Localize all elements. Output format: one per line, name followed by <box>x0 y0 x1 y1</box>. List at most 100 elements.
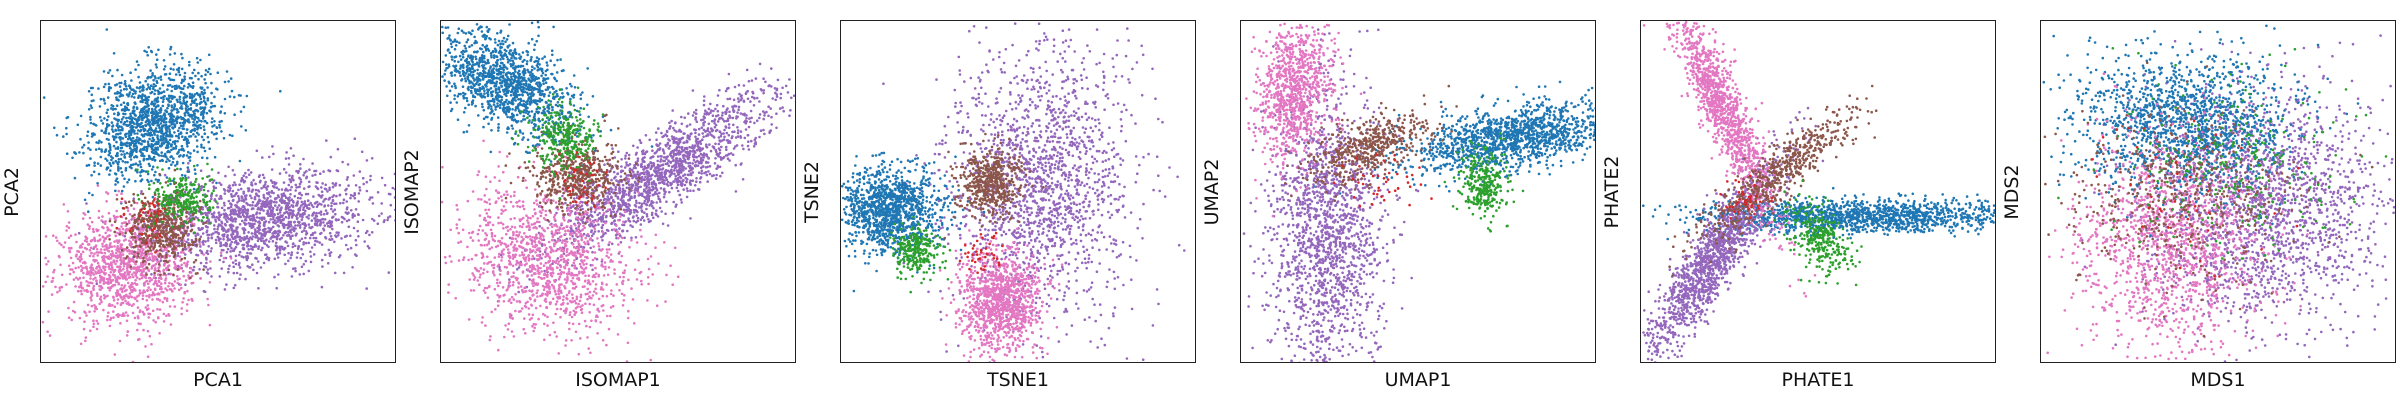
data-point <box>89 246 93 250</box>
data-point <box>88 216 92 220</box>
data-point <box>301 215 304 219</box>
data-point <box>302 263 306 266</box>
data-point <box>245 241 248 244</box>
data-point <box>142 157 146 161</box>
data-point <box>188 159 192 162</box>
data-point <box>110 121 114 124</box>
data-point <box>126 330 129 333</box>
data-point <box>306 192 310 196</box>
data-point <box>161 168 164 171</box>
data-point <box>220 248 224 252</box>
data-point <box>202 265 206 268</box>
data-point <box>206 97 210 100</box>
data-point <box>215 181 218 185</box>
data-point <box>171 114 174 117</box>
data-point <box>151 298 154 301</box>
data-point <box>289 193 292 196</box>
data-point <box>110 223 114 227</box>
data-point <box>152 255 156 258</box>
data-point <box>207 245 210 248</box>
data-point <box>310 219 314 222</box>
series-cluster-3 <box>41 184 233 362</box>
data-point <box>148 132 152 136</box>
data-point <box>342 271 346 275</box>
data-point <box>198 93 202 96</box>
data-point <box>213 227 216 231</box>
data-point <box>180 263 183 267</box>
data-point <box>279 214 283 217</box>
data-point <box>151 122 154 125</box>
data-point <box>205 156 209 160</box>
data-point <box>132 197 136 200</box>
data-point <box>269 179 273 182</box>
data-point <box>319 218 322 222</box>
data-point <box>242 247 246 251</box>
data-point <box>121 253 125 256</box>
data-point <box>108 69 112 72</box>
data-point <box>123 82 127 85</box>
data-point <box>57 254 61 258</box>
data-point <box>150 179 153 183</box>
data-point <box>165 229 168 232</box>
data-point <box>121 298 124 301</box>
data-point <box>169 182 172 186</box>
data-point <box>191 243 194 247</box>
data-point <box>135 267 139 270</box>
data-point <box>301 253 305 256</box>
data-point <box>97 147 101 151</box>
data-point <box>253 197 257 201</box>
data-point <box>164 126 167 129</box>
data-point <box>229 218 233 222</box>
data-point <box>256 230 259 233</box>
data-point <box>67 264 71 268</box>
data-point <box>166 88 169 91</box>
data-point <box>133 142 136 146</box>
data-point <box>184 119 187 122</box>
data-point <box>155 53 158 56</box>
data-point <box>87 271 91 275</box>
data-point <box>122 122 125 126</box>
data-point <box>144 170 148 173</box>
data-point <box>276 256 280 259</box>
data-point <box>95 327 99 331</box>
data-point <box>227 199 231 203</box>
data-point <box>189 200 192 204</box>
data-point <box>147 210 150 213</box>
data-point <box>329 251 333 254</box>
data-point <box>188 60 191 64</box>
data-point <box>85 164 89 167</box>
data-point <box>186 120 190 123</box>
data-point <box>99 295 103 299</box>
data-point <box>95 141 98 144</box>
data-point <box>316 220 319 224</box>
data-point <box>113 220 117 224</box>
data-point <box>157 212 160 216</box>
data-point <box>175 117 178 120</box>
data-point <box>223 222 227 226</box>
data-point <box>245 237 249 240</box>
data-point <box>123 155 126 158</box>
data-point <box>182 96 186 99</box>
data-point <box>170 229 173 232</box>
data-point <box>72 270 75 274</box>
data-point <box>176 268 180 271</box>
data-point <box>363 240 367 243</box>
data-point <box>108 243 112 247</box>
data-point <box>255 257 258 260</box>
data-point <box>120 222 124 225</box>
data-point <box>122 267 125 271</box>
data-point <box>104 157 107 161</box>
data-point <box>141 297 145 301</box>
data-point <box>193 112 196 115</box>
data-point <box>264 205 268 208</box>
data-point <box>197 77 200 81</box>
data-point <box>298 226 302 229</box>
data-point <box>338 193 342 197</box>
data-point <box>189 214 192 217</box>
data-point <box>104 265 107 269</box>
data-point <box>152 276 156 280</box>
data-point <box>202 138 205 142</box>
data-point <box>304 259 308 263</box>
data-point <box>141 294 145 297</box>
data-point <box>141 274 145 277</box>
